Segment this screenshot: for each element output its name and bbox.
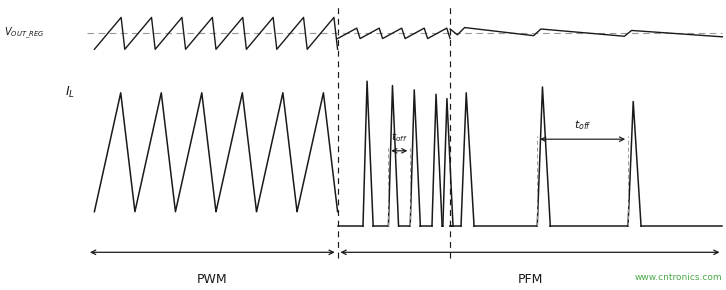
Text: $t_{off}$: $t_{off}$ — [391, 130, 407, 144]
Text: $I_L$: $I_L$ — [65, 85, 76, 100]
Text: $V_{OUT\_REG}$: $V_{OUT\_REG}$ — [4, 26, 44, 41]
Text: www.cntronics.com: www.cntronics.com — [635, 273, 722, 282]
Text: PWM: PWM — [197, 273, 228, 286]
Text: $t_{off}$: $t_{off}$ — [574, 118, 592, 132]
Text: PFM: PFM — [518, 273, 542, 286]
